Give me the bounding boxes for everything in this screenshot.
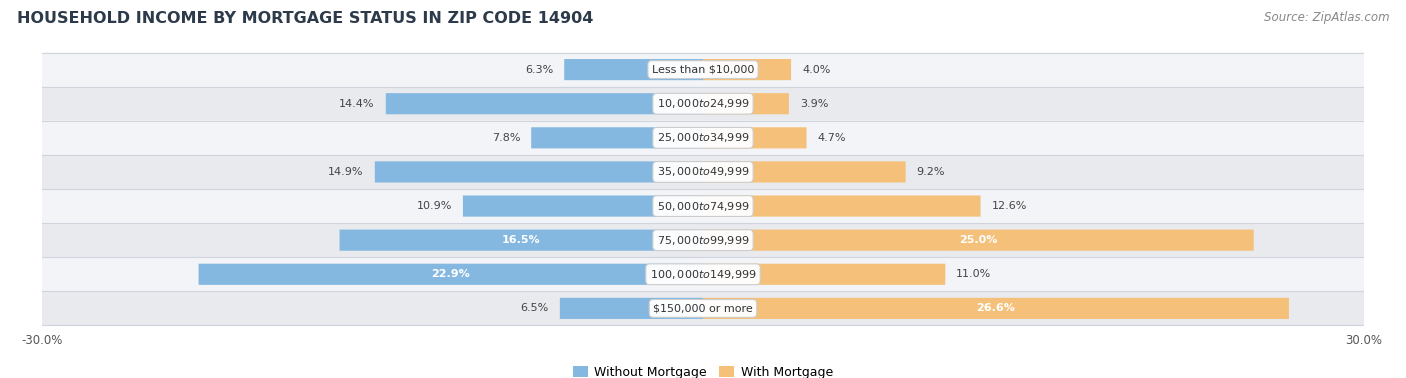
- FancyBboxPatch shape: [375, 161, 703, 183]
- Text: 14.4%: 14.4%: [339, 99, 375, 109]
- FancyBboxPatch shape: [339, 229, 703, 251]
- FancyBboxPatch shape: [703, 127, 807, 149]
- FancyBboxPatch shape: [531, 127, 703, 149]
- Text: $150,000 or more: $150,000 or more: [654, 304, 752, 313]
- FancyBboxPatch shape: [20, 121, 1386, 155]
- FancyBboxPatch shape: [20, 189, 1386, 223]
- FancyBboxPatch shape: [20, 223, 1386, 257]
- Text: Less than $10,000: Less than $10,000: [652, 65, 754, 74]
- FancyBboxPatch shape: [463, 195, 703, 217]
- Text: 6.3%: 6.3%: [524, 65, 553, 74]
- Text: 4.0%: 4.0%: [801, 65, 831, 74]
- FancyBboxPatch shape: [198, 264, 703, 285]
- Text: 4.7%: 4.7%: [817, 133, 846, 143]
- Text: $10,000 to $24,999: $10,000 to $24,999: [657, 97, 749, 110]
- Text: 25.0%: 25.0%: [959, 235, 997, 245]
- FancyBboxPatch shape: [703, 93, 789, 114]
- Text: HOUSEHOLD INCOME BY MORTGAGE STATUS IN ZIP CODE 14904: HOUSEHOLD INCOME BY MORTGAGE STATUS IN Z…: [17, 11, 593, 26]
- FancyBboxPatch shape: [564, 59, 703, 80]
- Text: $50,000 to $74,999: $50,000 to $74,999: [657, 200, 749, 212]
- Text: $75,000 to $99,999: $75,000 to $99,999: [657, 234, 749, 247]
- Text: 7.8%: 7.8%: [492, 133, 520, 143]
- FancyBboxPatch shape: [703, 59, 792, 80]
- FancyBboxPatch shape: [20, 257, 1386, 291]
- FancyBboxPatch shape: [20, 155, 1386, 189]
- Text: 26.6%: 26.6%: [977, 304, 1015, 313]
- FancyBboxPatch shape: [703, 229, 1254, 251]
- FancyBboxPatch shape: [703, 298, 1289, 319]
- Text: 14.9%: 14.9%: [328, 167, 364, 177]
- Text: $35,000 to $49,999: $35,000 to $49,999: [657, 166, 749, 178]
- Text: 3.9%: 3.9%: [800, 99, 828, 109]
- Text: 10.9%: 10.9%: [416, 201, 451, 211]
- Text: 6.5%: 6.5%: [520, 304, 548, 313]
- FancyBboxPatch shape: [703, 161, 905, 183]
- FancyBboxPatch shape: [703, 264, 945, 285]
- Text: 22.9%: 22.9%: [432, 269, 470, 279]
- Text: 9.2%: 9.2%: [917, 167, 945, 177]
- FancyBboxPatch shape: [20, 291, 1386, 325]
- FancyBboxPatch shape: [20, 87, 1386, 121]
- FancyBboxPatch shape: [560, 298, 703, 319]
- Text: $25,000 to $34,999: $25,000 to $34,999: [657, 131, 749, 144]
- Text: Source: ZipAtlas.com: Source: ZipAtlas.com: [1264, 11, 1389, 24]
- Legend: Without Mortgage, With Mortgage: Without Mortgage, With Mortgage: [568, 361, 838, 378]
- Text: 12.6%: 12.6%: [991, 201, 1026, 211]
- Text: 16.5%: 16.5%: [502, 235, 540, 245]
- FancyBboxPatch shape: [703, 195, 980, 217]
- FancyBboxPatch shape: [385, 93, 703, 114]
- FancyBboxPatch shape: [20, 53, 1386, 87]
- Text: $100,000 to $149,999: $100,000 to $149,999: [650, 268, 756, 281]
- Text: 11.0%: 11.0%: [956, 269, 991, 279]
